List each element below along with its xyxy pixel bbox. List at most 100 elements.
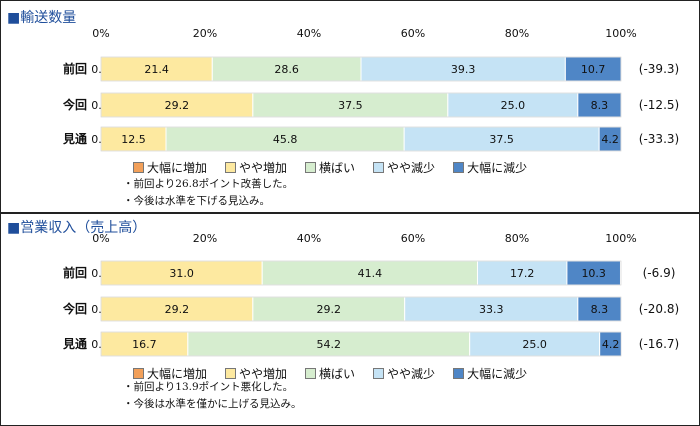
legend-label: やや増加 <box>239 367 288 381</box>
data-label: 16.7 <box>132 338 157 351</box>
legend-item-flat: 横ばい <box>305 365 355 382</box>
legend-label: 横ばい <box>319 367 356 381</box>
bar-outline <box>100 92 622 118</box>
data-label: 45.8 <box>273 133 298 146</box>
legend-item-slight-increase: やや増加 <box>225 365 287 382</box>
transport-volume-panel: ■輸送数量 0% 20% 40% 60% 80% 100% 前回 0.0 21.4 28.6 39.… <box>1 1 699 214</box>
di-value: (-33.3) <box>639 132 679 146</box>
legend-label: やや減少 <box>387 161 436 175</box>
legend-label: 大幅に増加 <box>147 161 208 175</box>
operating-revenue-chart: 0% 20% 40% 60% 80% 100%前回 0.0 31.0 41.4 17.2 10.3(… <box>62 232 679 357</box>
legend-label: 大幅に減少 <box>467 161 528 175</box>
panel-title: ■輸送数量 <box>7 10 77 26</box>
category-label: 前回 <box>63 61 87 76</box>
bar-segment <box>100 56 213 82</box>
panel-title: ■営業収入（売上高） <box>7 220 147 236</box>
di-value: (-6.9) <box>643 266 676 280</box>
x-tick-label: 40% <box>297 27 321 40</box>
legend-item-slight-increase: やや増加 <box>225 159 287 176</box>
category-label: 見通 <box>62 336 87 351</box>
data-label: 4.2 <box>602 338 620 351</box>
data-label: 25.0 <box>501 99 526 112</box>
bar-outline <box>100 296 622 322</box>
note-line: ・前回より26.8ポイント改善した。 <box>123 178 294 190</box>
legend-item-slight-decrease: やや減少 <box>373 365 435 382</box>
legend: 大幅に増加 やや増加 横ばい やや減少 大幅に減少 <box>133 159 527 176</box>
legend-swatch <box>453 162 465 173</box>
x-tick-label: 80% <box>505 27 529 40</box>
data-label: 4.2 <box>601 133 619 146</box>
x-tick-label: 0% <box>92 232 109 245</box>
legend-label: 横ばい <box>319 161 356 175</box>
legend-label: 大幅に増加 <box>147 367 208 381</box>
note-line: ・今後は水準を下げる見込み。 <box>123 195 270 207</box>
data-label: 25.0 <box>522 338 547 351</box>
data-label: 37.5 <box>338 99 363 112</box>
data-label: 8.3 <box>591 303 609 316</box>
bar-segment <box>100 92 254 118</box>
x-tick-label: 20% <box>193 27 217 40</box>
di-value: (-39.3) <box>639 62 679 76</box>
note-line: ・今後は水準を僅かに上げる見込み。 <box>123 398 302 410</box>
data-label: 17.2 <box>510 267 535 280</box>
notes: ・前回より13.9ポイント悪化した。 ・今後は水準を僅かに上げる見込み。 <box>123 379 302 413</box>
legend-label: 大幅に減少 <box>467 367 528 381</box>
data-label: 29.2 <box>317 303 342 316</box>
legend-swatch <box>373 162 385 173</box>
notes: ・前回より26.8ポイント改善した。 ・今後は水準を下げる見込み。 <box>123 176 293 210</box>
data-label: 12.5 <box>121 133 146 146</box>
bar-outline <box>100 331 622 357</box>
category-label: 前回 <box>63 265 87 280</box>
x-tick-label: 20% <box>193 232 217 245</box>
legend-swatch <box>373 368 385 379</box>
data-label: 10.7 <box>581 63 606 76</box>
legend-swatch <box>133 162 144 173</box>
bar-outline <box>100 56 622 82</box>
legend-item-flat: 横ばい <box>305 159 355 176</box>
bar-segment <box>566 260 621 286</box>
legend-item-big-increase: 大幅に増加 <box>133 365 207 382</box>
x-tick-label: 0% <box>92 27 109 40</box>
x-tick-label: 100% <box>605 27 636 40</box>
bar-segment <box>360 56 566 82</box>
data-label: 10.3 <box>581 267 606 280</box>
legend-item-big-decrease: 大幅に減少 <box>453 365 527 382</box>
data-label: 28.6 <box>274 63 299 76</box>
x-tick-label: 40% <box>297 232 321 245</box>
legend-swatch <box>133 368 144 379</box>
legend-swatch <box>225 368 237 379</box>
bar-segment <box>404 296 579 322</box>
legend-item-slight-decrease: やや減少 <box>373 159 435 176</box>
data-label: 41.4 <box>358 267 383 280</box>
legend-label: やや減少 <box>387 367 436 381</box>
legend-label: やや増加 <box>239 161 288 175</box>
di-value: (-20.8) <box>639 302 679 316</box>
legend-item-big-increase: 大幅に増加 <box>133 159 207 176</box>
data-label: 29.2 <box>165 303 190 316</box>
bar-segment <box>469 331 601 357</box>
legend-swatch <box>305 368 317 379</box>
category-label: 今回 <box>62 301 87 316</box>
data-label: 37.5 <box>489 133 514 146</box>
data-label: 54.2 <box>317 338 342 351</box>
category-label: 見通 <box>62 131 87 146</box>
di-value: (-16.7) <box>639 337 679 351</box>
legend-swatch <box>305 162 317 173</box>
bar-segment <box>252 92 449 118</box>
bar-outline <box>100 260 622 286</box>
legend: 大幅に増加 やや増加 横ばい やや減少 大幅に減少 <box>133 365 527 382</box>
data-label: 21.4 <box>144 63 169 76</box>
di-value: (-12.5) <box>639 98 679 112</box>
category-label: 今回 <box>62 97 87 112</box>
legend-swatch <box>225 162 237 173</box>
data-label: 39.3 <box>451 63 476 76</box>
data-label: 33.3 <box>479 303 504 316</box>
data-label: 8.3 <box>591 99 609 112</box>
bar-outline <box>100 126 622 152</box>
data-label: 29.2 <box>165 99 190 112</box>
note-line: ・前回より13.9ポイント悪化した。 <box>123 381 294 393</box>
legend-swatch <box>453 368 465 379</box>
transport-volume-chart: 0% 20% 40% 60% 80% 100%前回 0.0 21.4 28.6 39.3 10.7(… <box>62 27 679 152</box>
x-tick-label: 80% <box>505 232 529 245</box>
